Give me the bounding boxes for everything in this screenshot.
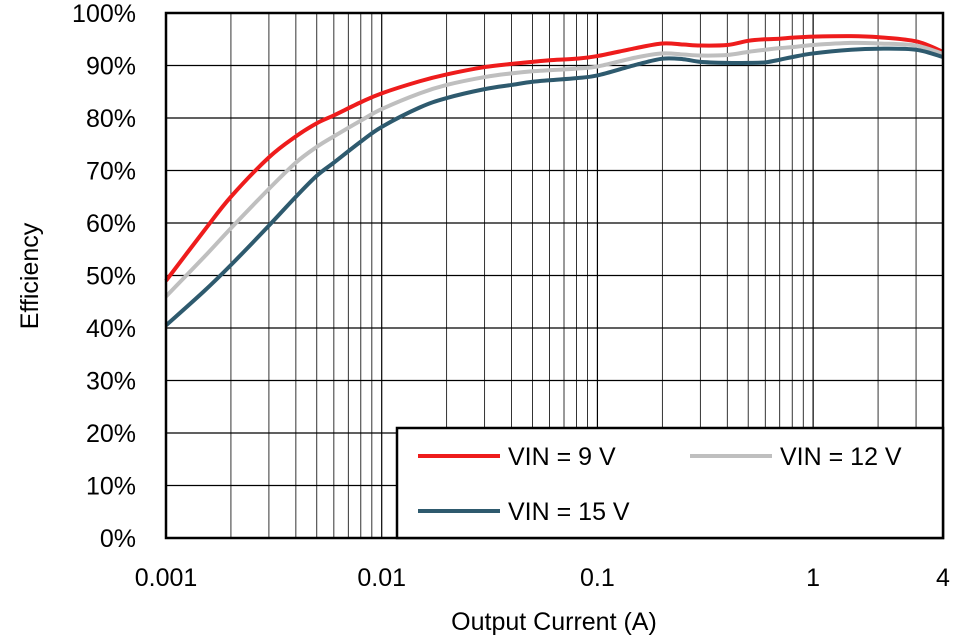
legend-label-vin-9v: VIN = 9 V [508,443,616,471]
legend-box [395,426,945,540]
series-line-vin-15-v [164,46,944,327]
x-tick-label: 0.01 [357,564,406,592]
y-tick-label: 80% [86,105,136,133]
x-tick-label: 1 [806,564,820,592]
y-tick-label: 30% [86,368,136,396]
x-tick-labels: 0.001 0.01 0.1 1 4 [135,564,950,592]
y-tick-label: 40% [86,315,136,343]
y-tick-label: 0% [100,525,136,553]
x-tick-label: 4 [936,564,950,592]
x-tick-label: 0.001 [135,564,198,592]
y-tick-label: 90% [86,53,136,81]
legend: VIN = 9 V VIN = 12 V VIN = 15 V [395,426,945,540]
legend-label-vin-12v: VIN = 12 V [780,443,902,471]
y-tick-label: 20% [86,420,136,448]
y-tick-label: 10% [86,473,136,501]
y-tick-label: 70% [86,158,136,186]
y-axis-title: Efficiency [16,222,44,329]
y-tick-label: 100% [72,0,136,28]
y-tick-labels: 0% 10% 20% 30% 40% 50% 60% 70% 80% 90% 100% [72,0,136,553]
x-axis-title: Output Current (A) [451,608,657,636]
x-tick-label: 0.1 [580,564,615,592]
series-line-vin-9-v [164,34,944,282]
series-line-vin-12-v [164,40,944,298]
y-tick-label: 60% [86,210,136,238]
y-tick-label: 50% [86,263,136,291]
series-layer [164,34,944,327]
legend-label-vin-15v: VIN = 15 V [508,498,630,526]
